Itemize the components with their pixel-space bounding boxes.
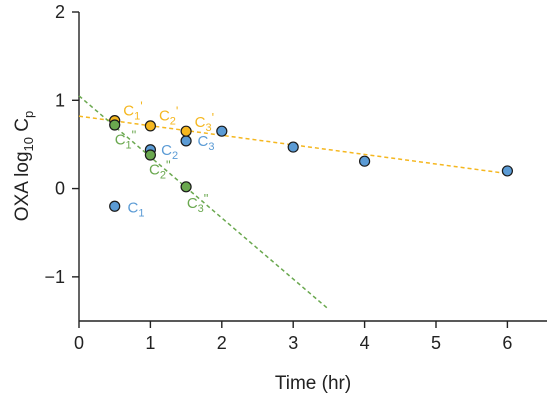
data-point — [216, 125, 228, 137]
data-point — [109, 119, 121, 131]
point-label: C2 — [161, 142, 178, 162]
point-label: C3' — [195, 110, 214, 134]
point-label: C1" — [115, 127, 137, 151]
data-point — [144, 149, 156, 161]
point-label: C2" — [149, 157, 171, 181]
axes — [78, 12, 547, 322]
x-tick-label: 3 — [288, 333, 298, 353]
x-tick-label: 5 — [431, 333, 441, 353]
data-points — [109, 114, 513, 212]
x-tick-label: 1 — [145, 333, 155, 353]
point-label: C3" — [187, 191, 209, 215]
point-label: C2' — [159, 104, 178, 128]
data-point — [180, 135, 192, 147]
data-point — [501, 165, 513, 177]
data-point — [180, 181, 192, 193]
data-point — [287, 141, 299, 153]
y-axis-title-sub2: p — [21, 111, 36, 118]
point-labels: C1 C2 C3 C1' C2' C3' C1" C2" C3" — [115, 98, 215, 219]
point-label: C1 — [128, 199, 145, 219]
y-axis-title: OXA log10 Cp — [12, 111, 36, 221]
x-tick-label: 6 — [502, 333, 512, 353]
fit-lines — [78, 95, 508, 311]
x-tick-label: 4 — [360, 333, 370, 353]
fit-line — [78, 95, 330, 311]
point-label: C3 — [198, 133, 215, 153]
data-point — [109, 200, 121, 212]
data-point — [180, 125, 192, 137]
point-label: C1' — [123, 98, 142, 122]
y-tick-label: −1 — [44, 267, 65, 287]
y-tick-label: 1 — [55, 90, 65, 110]
x-tick-label: 0 — [74, 333, 84, 353]
x-tick-label: 2 — [217, 333, 227, 353]
y-tick-label: 2 — [55, 2, 65, 22]
data-point — [359, 155, 371, 167]
data-point — [144, 120, 156, 132]
y-axis-title-mid: C — [12, 118, 33, 137]
x-axis-title: Time (hr) — [275, 373, 351, 394]
y-axis-title-sub1: 10 — [21, 137, 36, 151]
y-tick-label: 0 — [55, 179, 65, 199]
ticks: 0 1 2 3 4 5 6 −1 0 1 2 — [44, 2, 512, 353]
y-axis-title-prefix: OXA log — [12, 151, 33, 221]
